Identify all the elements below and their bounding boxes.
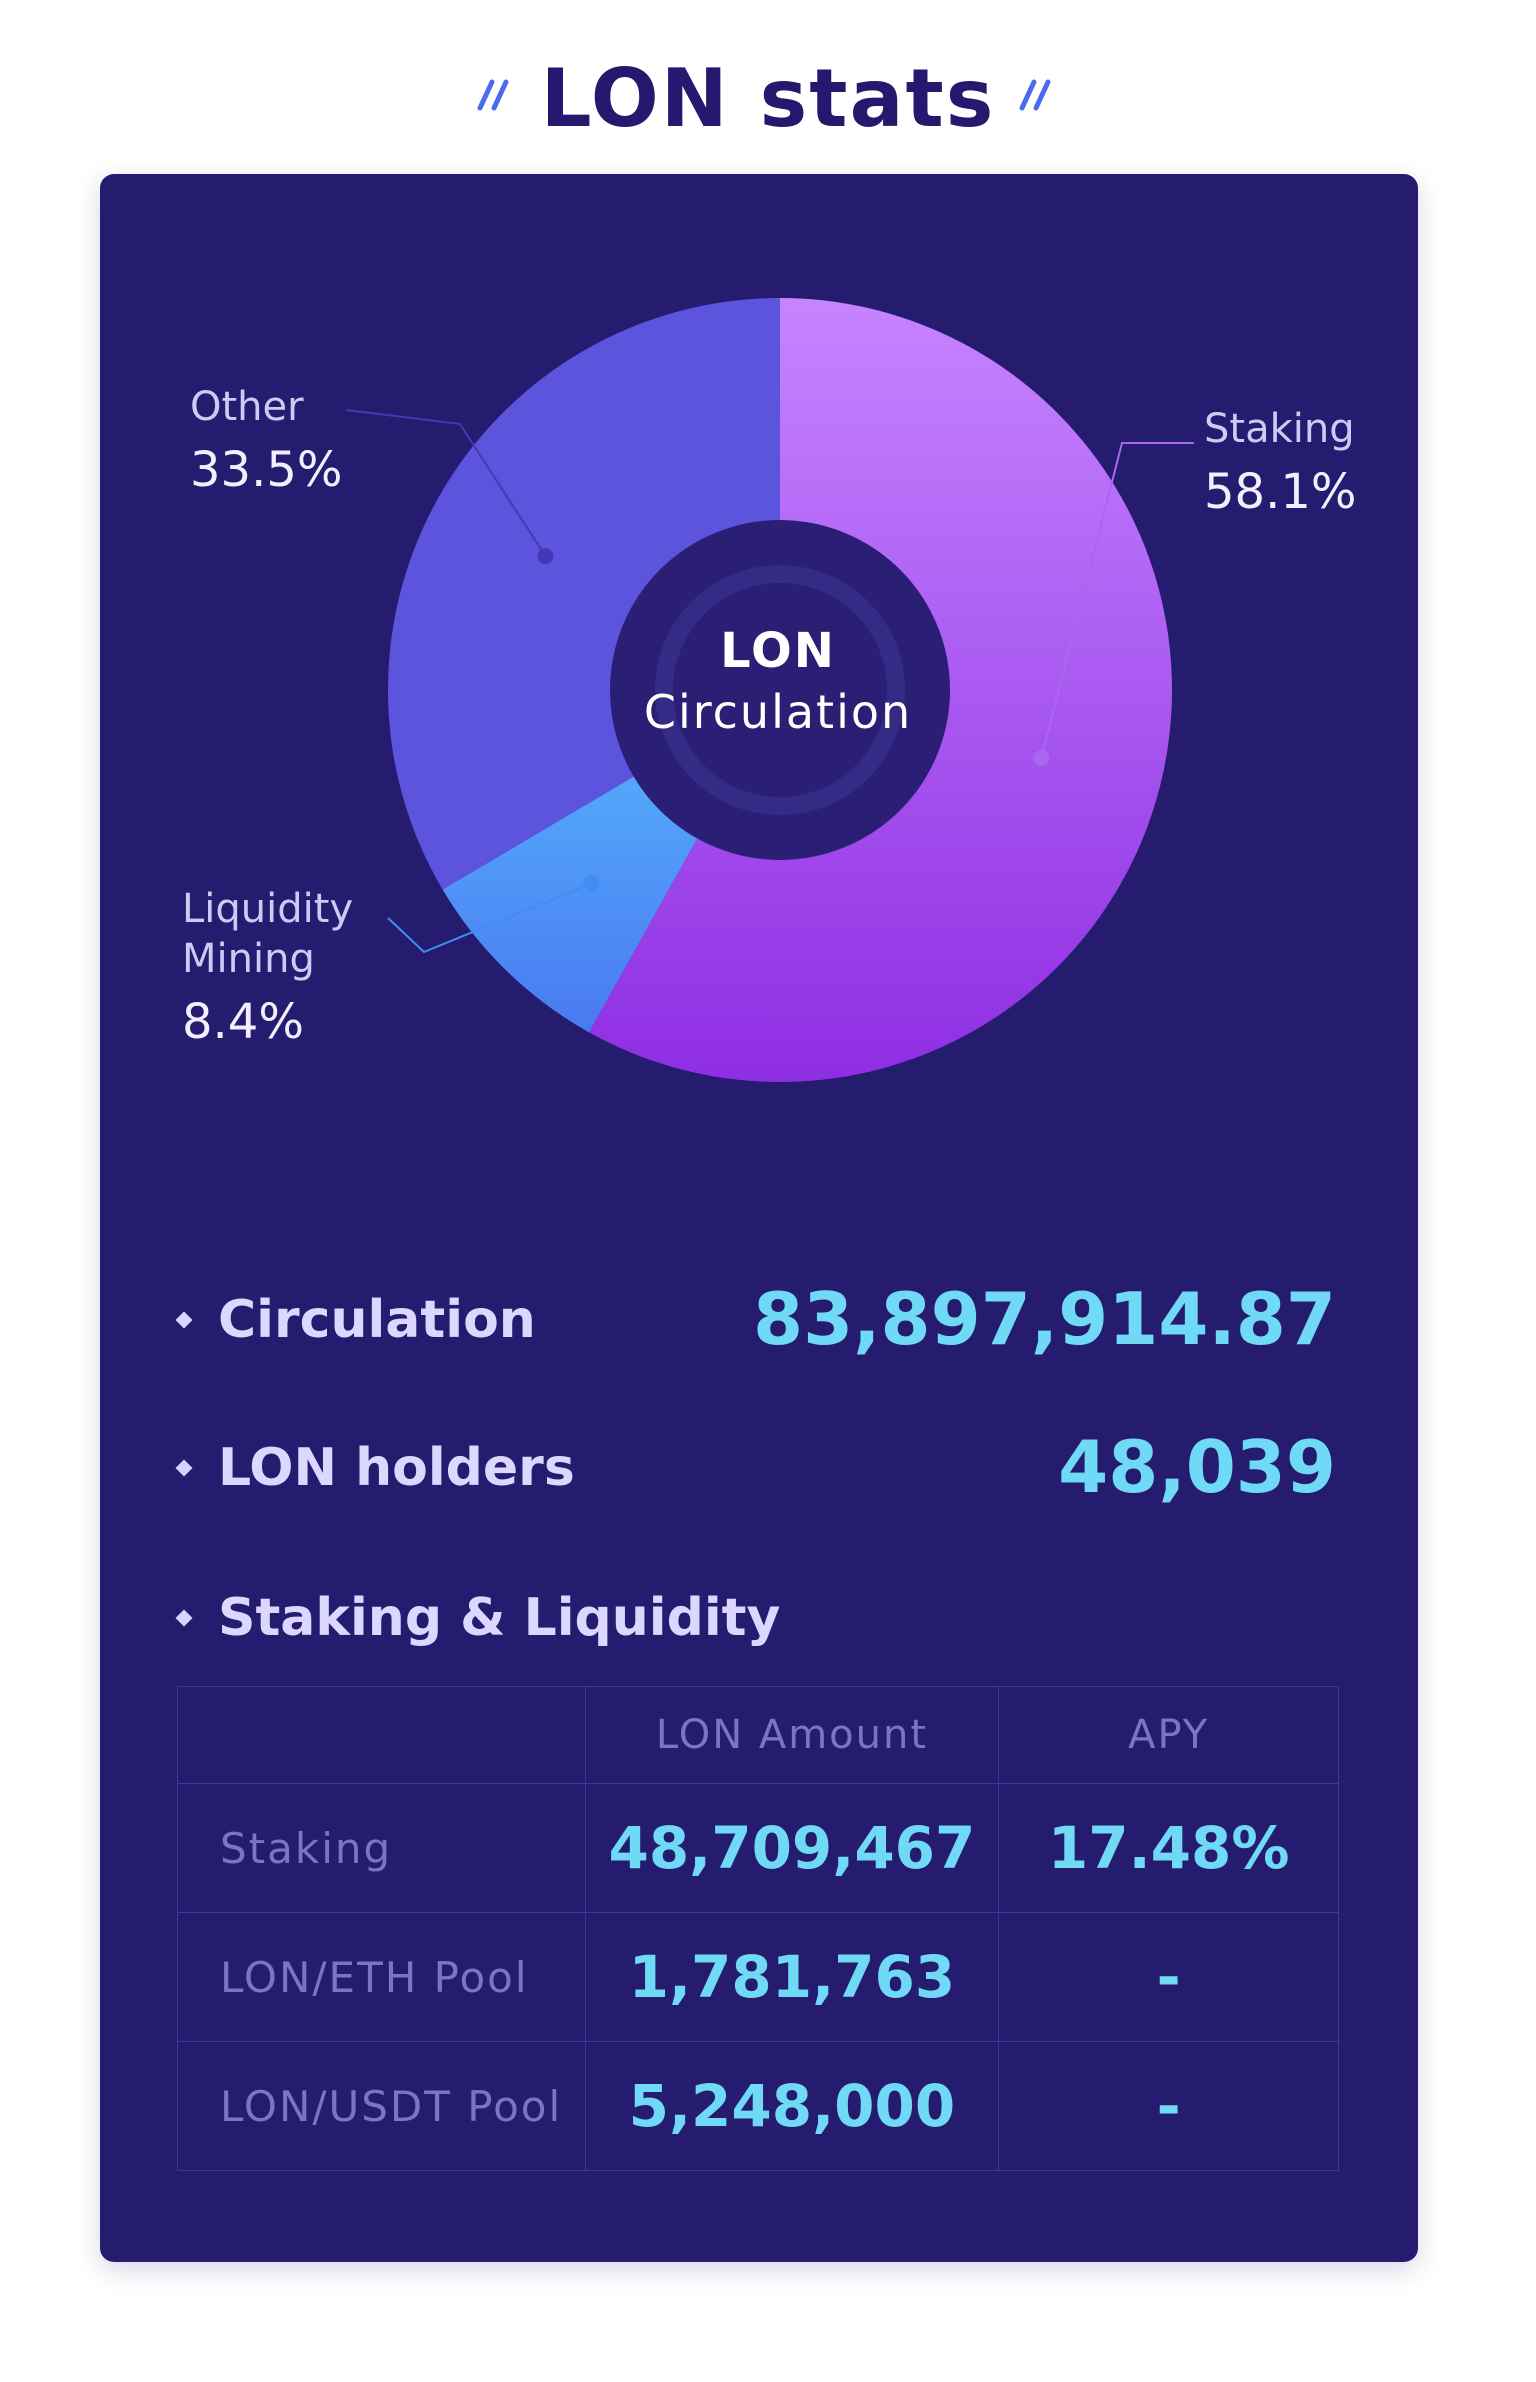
staking-liquidity-table: LON Amount APY Staking 48,709,467 17.48%…: [177, 1686, 1339, 2171]
leader-line: [1040, 442, 1194, 759]
pie-center-label: LON Circulation: [598, 620, 958, 742]
leader-line: [345, 409, 547, 557]
slice-name: Staking: [1204, 406, 1355, 452]
diamond-bullet-icon: [175, 1311, 193, 1329]
diamond-bullet-icon: [175, 1609, 193, 1627]
row-apy: -: [998, 1912, 1339, 2042]
slice-label-liquidity-mining: Liquidity Mining 8.4%: [182, 884, 382, 1052]
section-label: Staking & Liquidity: [218, 1588, 781, 1648]
slice-percent: 8.4%: [182, 994, 304, 1050]
row-name: Staking: [177, 1783, 586, 1913]
table-row: Staking 48,709,467 17.48%: [177, 1783, 1339, 1913]
row-amount: 5,248,000: [584, 2041, 1000, 2171]
slice-name: Liquidity Mining: [182, 886, 354, 982]
slice-label-other: Other 33.5%: [190, 382, 342, 500]
table-header-lon-amount: LON Amount: [584, 1686, 1000, 1784]
page-title: LON stats: [540, 52, 996, 145]
leader-dot: [1033, 749, 1050, 766]
right-slash-decoration-icon: [1019, 79, 1051, 111]
table-row: LON/USDT Pool 5,248,000 -: [177, 2041, 1339, 2171]
table-header-empty: [177, 1686, 586, 1784]
row-apy: 17.48%: [998, 1783, 1339, 1913]
stat-label: Circulation: [218, 1290, 536, 1350]
stat-value: 83,897,914.87: [752, 1277, 1336, 1361]
stat-staking-liquidity: Staking & Liquidity: [174, 1574, 1336, 1664]
center-label-line2: Circulation: [643, 685, 913, 739]
pie-chart: [345, 298, 1194, 1082]
table-row: LON/ETH Pool 1,781,763 -: [177, 1912, 1339, 2042]
row-amount: 1,781,763: [584, 1912, 1000, 2042]
table-header-apy: APY: [998, 1686, 1339, 1784]
row-apy: -: [998, 2041, 1339, 2171]
row-name: LON/ETH Pool: [177, 1912, 586, 2042]
slice-name: Other: [190, 384, 304, 430]
row-name: LON/USDT Pool: [177, 2041, 586, 2171]
center-label-line1: LON: [720, 623, 836, 679]
table-header-row: LON Amount APY: [177, 1686, 1339, 1784]
leader-line: [387, 882, 592, 954]
row-amount: 48,709,467: [584, 1783, 1000, 1913]
leader-dot: [537, 548, 554, 565]
leader-dot: [583, 875, 600, 892]
stat-value: 48,039: [1058, 1425, 1336, 1509]
diamond-bullet-icon: [175, 1459, 193, 1477]
slice-percent: 33.5%: [190, 442, 343, 498]
stat-lon-holders: LON holders 48,039: [174, 1424, 1336, 1514]
left-slash-decoration-icon: [477, 79, 509, 111]
stat-circulation: Circulation 83,897,914.87: [174, 1276, 1336, 1366]
watermark-logo-icon: [655, 565, 905, 815]
slice-percent: 58.1%: [1204, 464, 1357, 520]
slice-label-staking: Staking 58.1%: [1204, 404, 1356, 522]
stat-label: LON holders: [218, 1438, 575, 1498]
